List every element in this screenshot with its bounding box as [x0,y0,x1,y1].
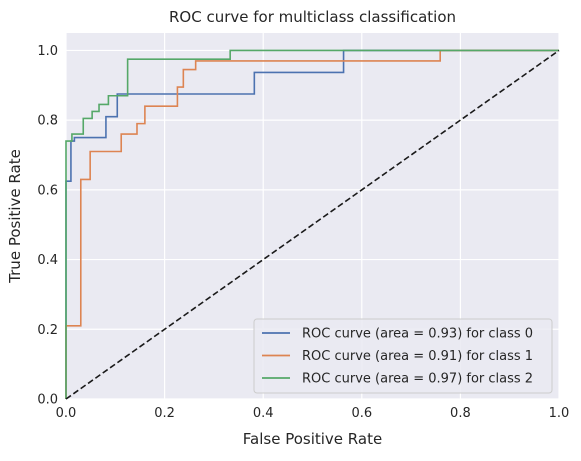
legend-box [253,318,553,394]
y-tick-label: 0.8 [37,114,58,129]
y-tick-label: 0.0 [37,393,58,408]
x-tick-label: 0.6 [351,406,372,421]
curves [65,49,560,400]
chart-title: ROC curve for multiclass classification [169,8,456,26]
legend: ROC curve (area = 0.93) for class 0 ROC c… [253,318,553,394]
x-tick-label: 0.0 [56,406,77,421]
y-axis-label: True Positive Rate [6,149,24,284]
legend-entry-label: ROC curve (area = 0.91) for class 1 [302,349,533,364]
legend-entry-label: ROC curve (area = 0.93) for class 0 [302,327,533,342]
x-tick-label: 0.8 [450,406,471,421]
roc-series-line-class-1 [65,49,559,399]
x-axis-label: False Positive Rate [243,430,382,448]
roc-series-line-class-2 [65,49,559,399]
y-tick-label: 0.6 [37,183,58,198]
chance-diagonal-line [65,49,560,400]
y-tick-label: 0.2 [37,323,58,338]
x-tick-label: 1.0 [549,406,570,421]
y-tick-label: 0.4 [37,253,58,268]
y-tick-label: 1.0 [37,44,58,59]
x-tick-label: 0.4 [253,406,274,421]
roc-series-line-class-0 [65,49,559,399]
x-tick-label: 0.2 [154,406,175,421]
legend-entry-label: ROC curve (area = 0.97) for class 2 [302,372,533,387]
tick-labels: 0.0 0.2 0.4 0.6 0.8 1.0 0.0 0.2 0.4 0.6 0.8 1.0 [37,44,569,421]
